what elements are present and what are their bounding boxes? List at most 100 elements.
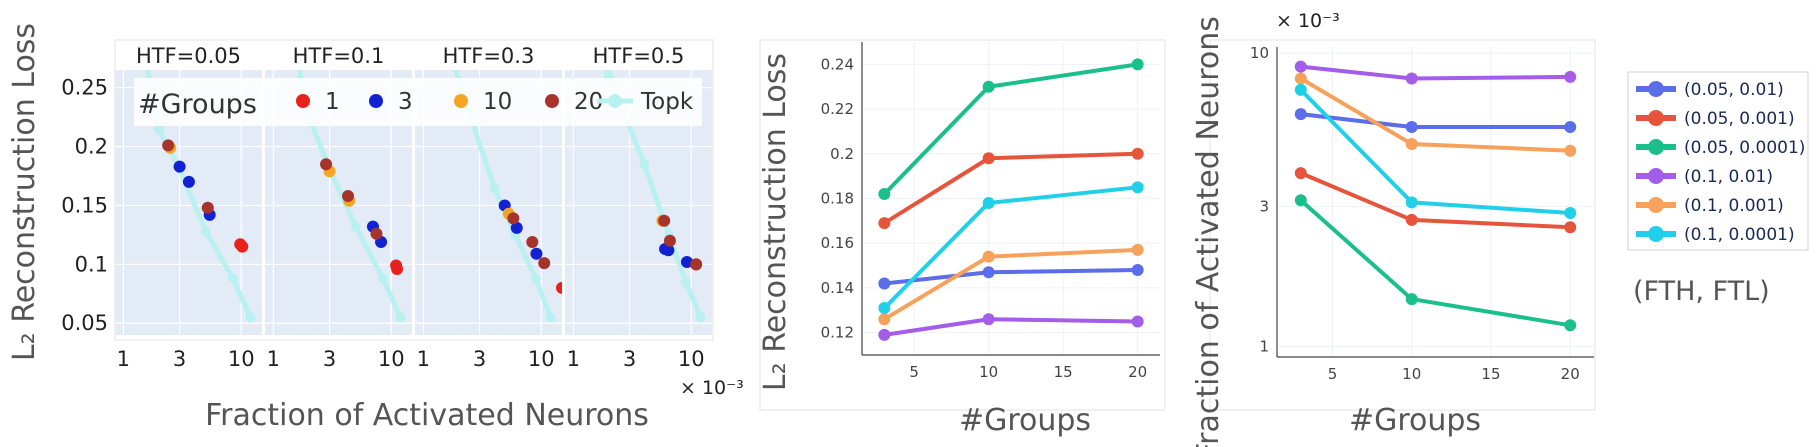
y-tick-label: 1: [1259, 337, 1269, 355]
groups-legend-title: #Groups: [138, 89, 257, 120]
legend-marker: [1648, 110, 1664, 126]
series-6: [1294, 83, 1577, 220]
legend-label: (0.1, 0.0001): [1684, 225, 1795, 245]
series-point: [878, 217, 891, 230]
point-group-20: [690, 258, 703, 271]
y-tick-label: 0.16: [821, 234, 854, 252]
series-point: [1564, 319, 1577, 332]
series-6: [878, 181, 1144, 315]
x-tick-label: 5: [909, 363, 919, 381]
x-tick-label: 5: [1328, 365, 1338, 383]
series-point: [1294, 60, 1307, 73]
series-point: [982, 250, 995, 263]
legend-marker: [1648, 168, 1664, 184]
topk-point: [545, 312, 556, 323]
x-tick-label: 3: [473, 347, 486, 371]
point-group-3: [530, 247, 543, 260]
series-1: [878, 264, 1144, 290]
topk-point: [395, 312, 406, 323]
y-tick-label: 0.12: [821, 324, 854, 342]
x-tick-label: 20: [1128, 363, 1147, 381]
topk-point: [695, 312, 706, 323]
point-group-1: [556, 281, 562, 294]
legend-marker-group-20: [545, 94, 559, 108]
series-point: [982, 80, 995, 93]
point-group-20: [526, 235, 539, 248]
series-point: [1131, 243, 1144, 256]
series-point: [982, 196, 995, 209]
legend-label: Topk: [640, 89, 694, 115]
point-group-20: [201, 201, 214, 214]
facet-1: HTF=0.05 1 3 10: [115, 44, 262, 371]
legend-label: (0.1, 0.001): [1684, 196, 1784, 216]
x-tick-label: 3: [323, 347, 336, 371]
series-point: [1564, 70, 1577, 83]
legend-marker: [1648, 81, 1664, 97]
topk-point: [489, 182, 500, 193]
topk-point: [377, 273, 388, 284]
facet-title: HTF=0.5: [593, 44, 685, 68]
series-5: [1294, 72, 1577, 157]
series-point: [1131, 315, 1144, 328]
topk-point: [153, 123, 164, 134]
legend-label: 10: [483, 89, 512, 115]
series-legend-title: (FTH, FTL): [1633, 276, 1770, 307]
y-tick-label: 0.1: [75, 252, 108, 276]
legend-label: (0.1, 0.01): [1684, 167, 1773, 187]
chart-b-frame: [759, 39, 1166, 411]
x-tick-label: 20: [1561, 365, 1580, 383]
topk-point: [350, 221, 361, 232]
chart-c-y-multiplier: × 10⁻³: [1276, 10, 1340, 32]
x-tick-label: 1: [267, 347, 280, 371]
point-group-20: [663, 234, 676, 247]
legend-marker: [1648, 139, 1664, 155]
series-point: [1294, 72, 1307, 85]
series-point: [1131, 58, 1144, 71]
series-point: [982, 313, 995, 326]
topk-point: [245, 312, 256, 323]
point-group-3: [173, 160, 186, 173]
series-point: [1131, 147, 1144, 160]
y-tick-label: 0.15: [61, 193, 108, 217]
series-point: [1405, 72, 1418, 85]
series-1: [1294, 108, 1577, 134]
legend-marker-group-1: [296, 94, 310, 108]
point-group-1: [391, 263, 404, 276]
series-point: [982, 266, 995, 279]
series-point: [1405, 138, 1418, 151]
series-point: [1131, 181, 1144, 194]
y-tick-label: 10: [1250, 44, 1269, 62]
series-2: [878, 147, 1144, 230]
series-3: [1294, 194, 1577, 332]
point-group-20: [342, 190, 355, 203]
topk-point: [639, 159, 650, 170]
series-3: [878, 58, 1144, 201]
topk-point: [680, 277, 691, 287]
x-tick-label: 10: [378, 347, 405, 371]
point-group-20: [658, 214, 671, 227]
point-group-3: [662, 244, 675, 257]
legend-marker-group-10: [454, 94, 468, 108]
series-point: [1564, 121, 1577, 134]
series-5: [878, 243, 1144, 326]
legend-label: (0.05, 0.0001): [1684, 138, 1805, 158]
point-group-1: [236, 240, 249, 253]
chart-b-ylabel: L₂ Reconstruction Loss: [758, 53, 793, 391]
x-tick-label: 1: [567, 347, 580, 371]
facet-title: HTF=0.05: [136, 44, 241, 68]
facet-title: HTF=0.3: [443, 44, 535, 68]
series-point: [878, 313, 891, 326]
series-point: [1405, 293, 1418, 306]
x-tick-label: 10: [1402, 365, 1421, 383]
legend-label: 1: [325, 89, 340, 115]
series-point: [1564, 207, 1577, 220]
x-tick-label: 15: [1054, 363, 1073, 381]
chart-a-x-multiplier: × 10⁻³: [680, 377, 744, 399]
point-group-3: [510, 221, 523, 234]
series-point: [1294, 83, 1307, 96]
series-legend-box: [1627, 71, 1809, 251]
series-point: [1405, 196, 1418, 209]
legend-label: (0.05, 0.001): [1684, 109, 1795, 129]
series-point: [878, 302, 891, 315]
